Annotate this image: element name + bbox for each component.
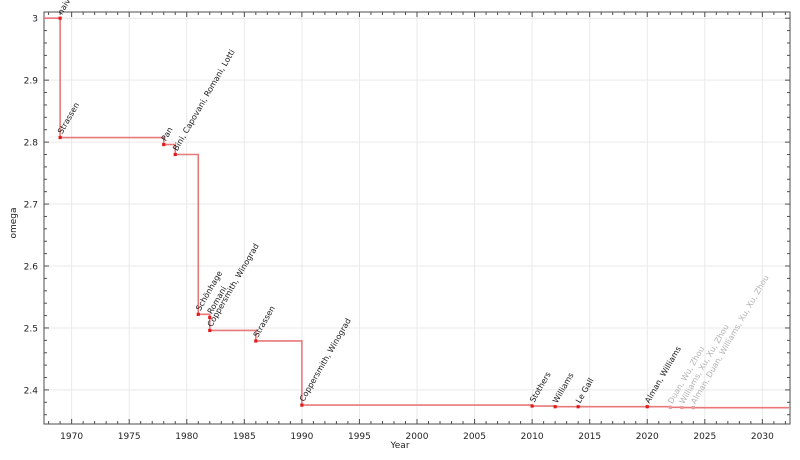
data-point-marker[interactable] [208, 315, 212, 320]
data-point-marker[interactable] [196, 312, 200, 316]
x-tick-label: 1990 [290, 432, 313, 442]
data-point-marker[interactable] [668, 405, 672, 409]
y-tick-label: 3 [32, 15, 38, 25]
data-point-marker[interactable] [254, 339, 258, 343]
point-annotation: Pan [160, 126, 175, 143]
x-tick-label: 1985 [233, 432, 256, 442]
data-point-marker[interactable] [300, 403, 304, 407]
y-tick-label: 2.4 [24, 386, 39, 396]
data-point-marker[interactable] [691, 406, 695, 410]
data-point-marker[interactable] [576, 405, 580, 409]
data-point-marker[interactable] [553, 405, 557, 409]
data-point-marker[interactable] [58, 16, 62, 20]
y-axis-label: omega [9, 207, 19, 239]
x-tick-label: 2005 [463, 432, 486, 442]
point-annotation: Bini, Capovani, Romani, Lotti [171, 48, 237, 152]
point-annotation: Williams [551, 371, 576, 405]
data-point-marker[interactable] [58, 135, 62, 140]
x-tick-label: 2020 [636, 432, 659, 442]
x-tick-label: 2030 [751, 432, 774, 442]
y-tick-label: 2.7 [24, 201, 38, 211]
y-tick-label: 2.6 [24, 263, 39, 273]
data-point-marker[interactable] [530, 404, 534, 408]
step-line [44, 17, 790, 409]
data-point-marker[interactable] [208, 328, 212, 333]
x-tick-label: 1970 [60, 432, 83, 442]
x-tick-label: 1980 [175, 432, 198, 442]
data-point-marker[interactable] [680, 405, 684, 410]
x-tick-label: 2015 [578, 432, 601, 442]
data-point-marker[interactable] [645, 405, 649, 409]
point-annotation: Le Gall [574, 377, 595, 405]
x-tick-label: 2010 [521, 432, 544, 442]
point-annotation: Strassen [252, 304, 277, 339]
point-annotation: Alman, Duan, Williams, Xu, Xu, Zhou [689, 274, 770, 406]
y-tick-label: 2.8 [24, 139, 39, 149]
x-tick-label: 2000 [406, 432, 429, 442]
x-tick-label: 2025 [693, 432, 716, 442]
data-point-marker[interactable] [162, 142, 166, 147]
x-axis-label: Year [390, 441, 410, 451]
x-tick-label: 1995 [348, 432, 371, 442]
x-tick-label: 1975 [118, 432, 141, 442]
y-tick-label: 2.9 [24, 77, 39, 87]
data-point-marker[interactable] [173, 152, 177, 157]
y-tick-label: 2.5 [24, 324, 38, 334]
